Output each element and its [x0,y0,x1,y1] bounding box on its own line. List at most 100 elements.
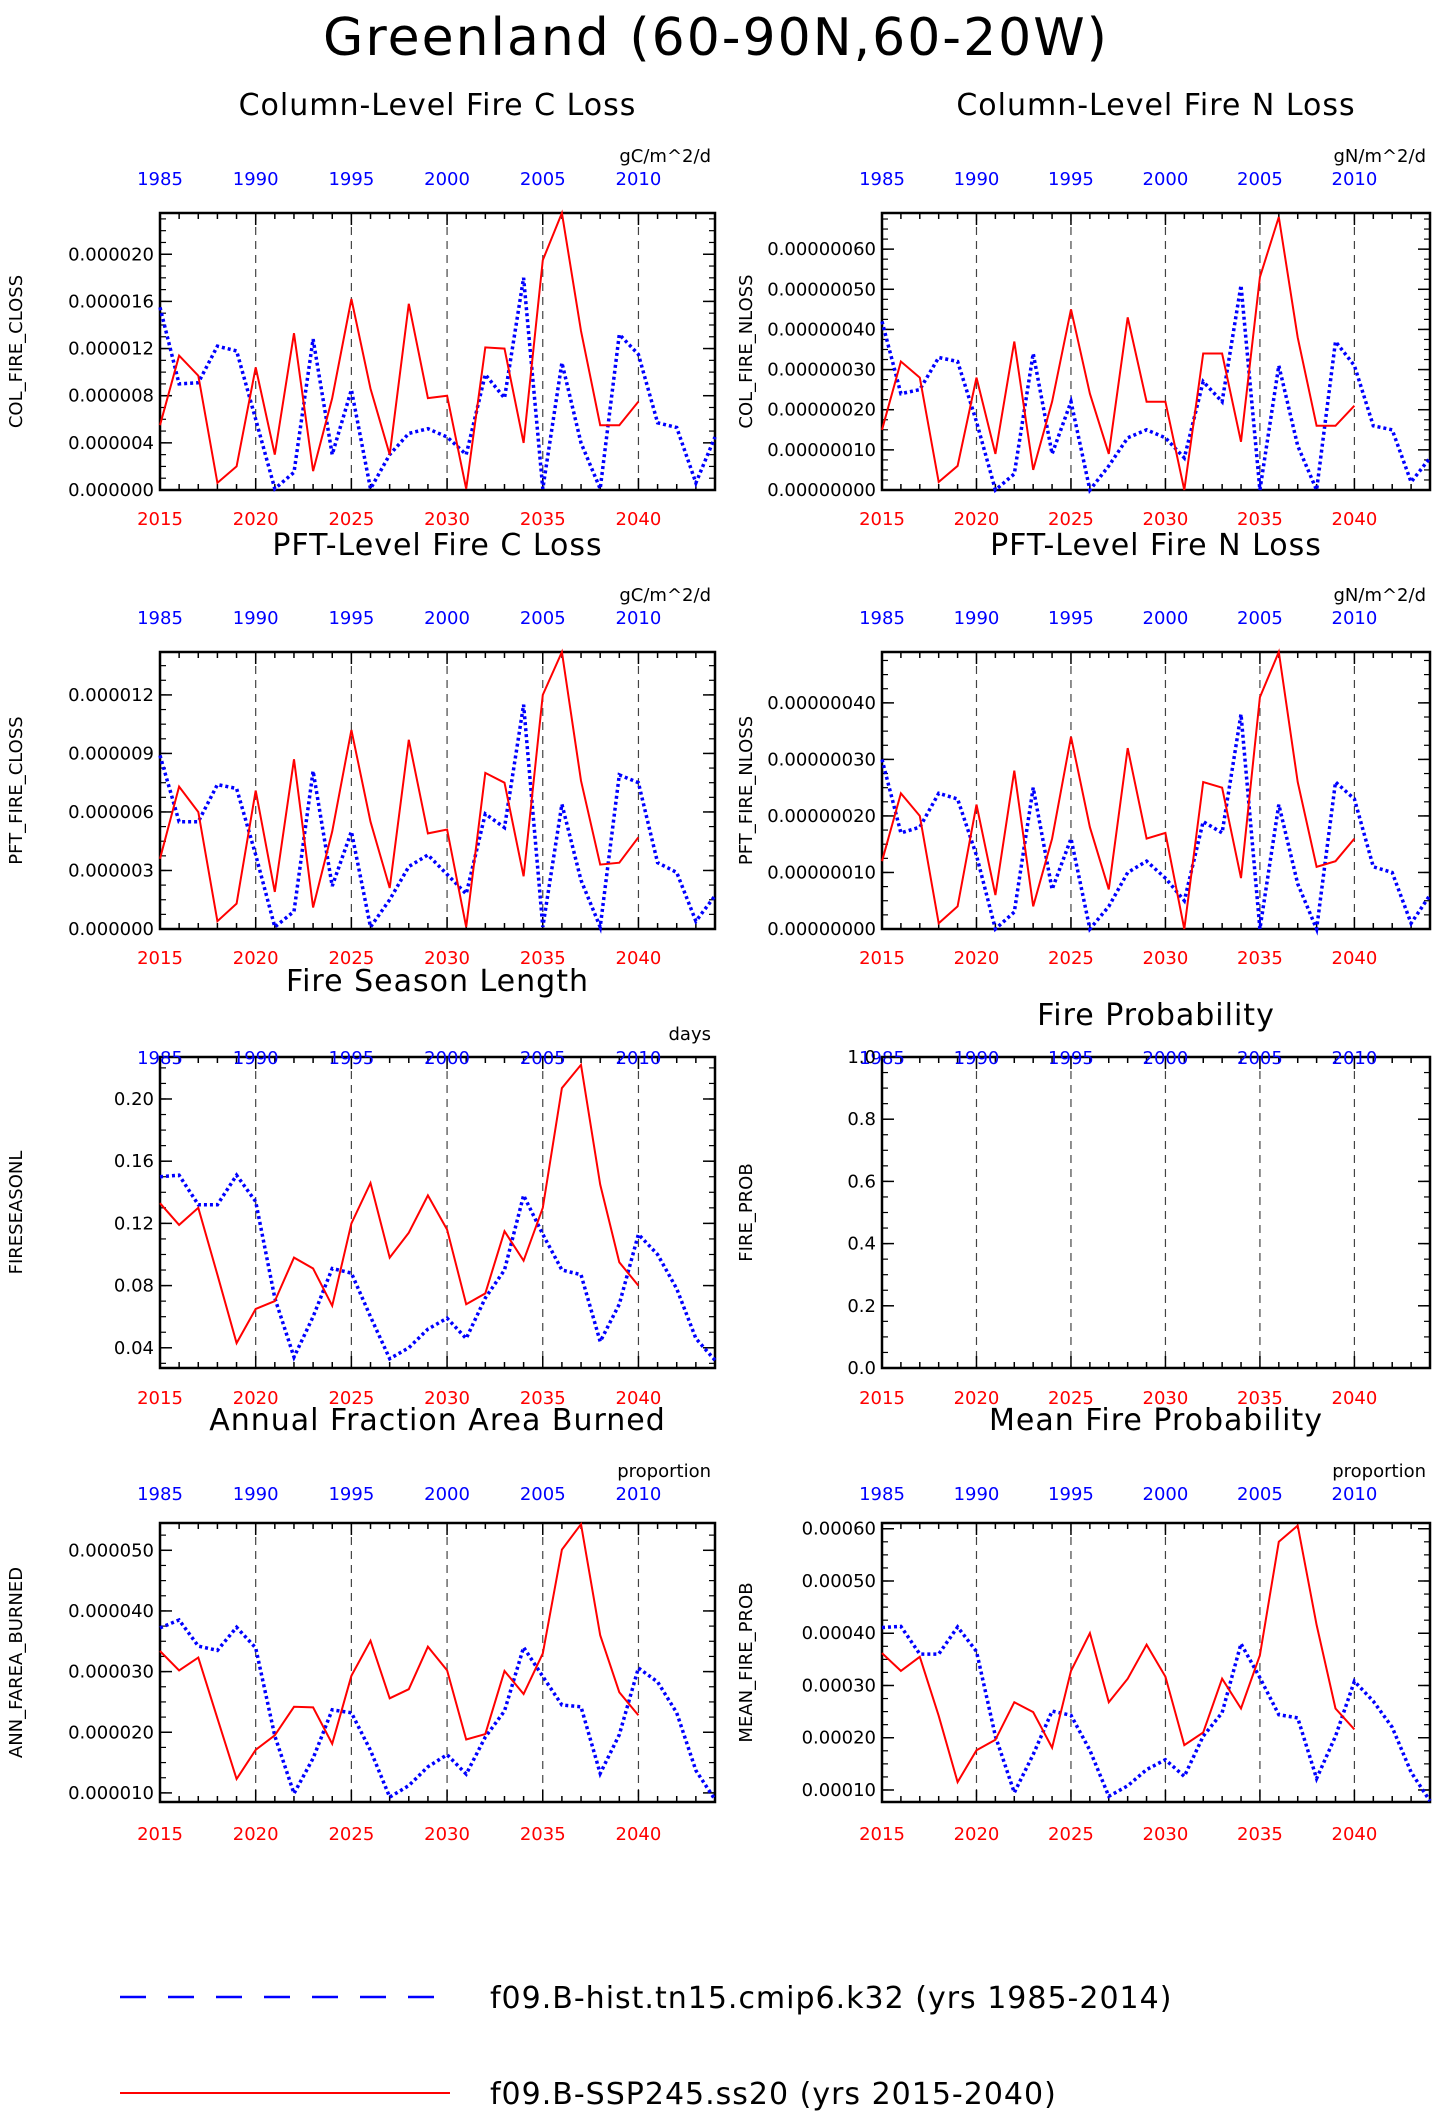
x-tick-label-bottom: 2025 [1048,1388,1094,1409]
y-axis-label: ANN_FAREA_BURNED [6,1567,27,1758]
y-tick-label: 0.000008 [68,386,154,407]
units-label: proportion [1332,1461,1426,1482]
units-label: proportion [617,1461,711,1482]
x-tick-label-top: 2010 [1332,1048,1378,1069]
x-tick-label-bottom: 2035 [1237,509,1283,530]
x-tick-label-top: 2005 [1237,1484,1283,1505]
x-tick-label-top: 2005 [520,169,566,190]
x-tick-label-top: 1995 [1048,169,1094,190]
y-tick-label: 0.00000000 [767,480,876,501]
y-tick-label: 0.00000000 [767,919,876,940]
x-tick-label-bottom: 2025 [1048,948,1094,969]
x-tick-label-bottom: 2035 [520,1388,566,1409]
y-tick-label: 0.12 [114,1213,154,1234]
x-tick-label-bottom: 2030 [1143,1824,1189,1845]
plot-frame [880,1521,1432,1804]
y-tick-label: 0.000016 [68,291,154,312]
x-tick-label-bottom: 2030 [1143,509,1189,530]
y-tick-label: 0.00000020 [767,400,876,421]
x-tick-label-top: 1985 [137,169,183,190]
x-tick-label-top: 2010 [616,608,662,629]
panel-pft_c: PFT-Level Fire C Loss gC/m^2/d 2015 2020 202… [6,528,717,969]
x-tick-label-bottom: 2040 [616,948,662,969]
series-line-ssp [159,209,640,490]
x-tick-label-top: 1990 [233,1484,279,1505]
x-tick-label-top: 1995 [328,1484,374,1505]
series-line-hist [158,704,717,934]
y-tick-label: 0.00000040 [767,319,876,340]
x-tick-label-top: 1985 [859,169,905,190]
plot-frame [880,1055,1432,1370]
plot-frame [880,650,1432,931]
x-tick-label-bottom: 2040 [1332,509,1378,530]
x-tick-label-top: 1990 [954,608,1000,629]
x-tick-label-bottom: 2040 [1332,1824,1378,1845]
x-tick-label-top: 2000 [1143,169,1189,190]
units-label: gC/m^2/d [619,585,711,606]
x-tick-label-top: 1985 [859,608,905,629]
x-tick-label-bottom: 2035 [1237,1824,1283,1845]
x-tick-label-top: 1995 [1048,1048,1094,1069]
y-tick-label: 0.8 [847,1109,876,1130]
x-tick-label-bottom: 2025 [328,1824,374,1845]
x-tick-label-top: 2010 [1332,1484,1378,1505]
x-tick-label-bottom: 2040 [1332,1388,1378,1409]
x-tick-label-top: 1990 [233,169,279,190]
plot-frame [158,211,717,492]
y-tick-label: 0.000000 [68,480,154,501]
y-tick-label: 0.000004 [68,433,154,454]
series-line-ssp [881,216,1356,491]
x-tick-label-top: 2010 [616,1484,662,1505]
y-tick-label: 0.00000020 [767,806,876,827]
series-line-ssp [159,648,640,928]
panel-season: Fire Season Length days 2015 2020 2025 2030 20… [6,964,717,1409]
y-tick-label: 0.00030 [802,1675,876,1696]
figure-title: Greenland (60-90N,60-20W) [323,8,1109,68]
x-tick-label-top: 1990 [954,169,1000,190]
y-tick-label: 0.000009 [68,743,154,764]
x-tick-label-bottom: 2020 [233,509,279,530]
series-line-hist [158,277,717,496]
x-tick-label-bottom: 2015 [137,948,183,969]
x-tick-label-bottom: 2035 [1237,948,1283,969]
x-tick-label-bottom: 2025 [1048,1824,1094,1845]
y-axis-label: PFT_FIRE_CLOSS [6,716,27,864]
x-tick-label-bottom: 2040 [616,1824,662,1845]
y-tick-label: 0.000012 [68,685,154,706]
panel-pft_n: PFT-Level Fire N Loss gN/m^2/d 2015 2020 202… [736,528,1432,969]
x-tick-label-top: 2000 [424,169,470,190]
legend: f09.B-hist.tn15.cmip6.k32 (yrs 1985-2014… [120,1981,1171,2112]
x-tick-label-top: 1995 [1048,1484,1094,1505]
panel-title: PFT-Level Fire N Loss [990,528,1322,563]
y-tick-label: 0.04 [114,1338,154,1359]
x-tick-label-bottom: 2020 [954,1388,1000,1409]
plot-frame [158,1521,717,1804]
series-line-hist [880,713,1432,936]
y-tick-label: 0.000010 [68,1783,154,1804]
y-tick-label: 0.00060 [802,1519,876,1540]
x-tick-label-bottom: 2030 [424,1388,470,1409]
x-tick-label-bottom: 2035 [520,509,566,530]
x-tick-label-bottom: 2020 [233,1388,279,1409]
y-tick-label: 0.000006 [68,802,154,823]
x-tick-label-bottom: 2015 [859,948,905,969]
y-tick-label: 0.000030 [68,1662,154,1683]
plot-frame [158,650,717,931]
panel-title: Annual Fraction Area Burned [209,1403,666,1438]
series-line-ssp [881,648,1356,930]
x-tick-label-bottom: 2030 [424,1824,470,1845]
x-tick-label-bottom: 2025 [328,948,374,969]
y-tick-label: 0.00000040 [767,693,876,714]
x-tick-label-top: 2005 [520,1484,566,1505]
x-tick-label-top: 2000 [424,1048,470,1069]
x-tick-label-top: 2010 [1332,608,1378,629]
x-tick-label-top: 2000 [1143,1484,1189,1505]
x-tick-label-bottom: 2035 [520,1824,566,1845]
x-tick-label-top: 1995 [328,1048,374,1069]
x-tick-label-bottom: 2015 [137,1388,183,1409]
y-axis-label: COL_FIRE_NLOSS [736,274,757,428]
plot-frame [158,1055,717,1370]
x-tick-label-bottom: 2025 [328,509,374,530]
x-tick-label-top: 1990 [233,1048,279,1069]
panel-title: Column-Level Fire C Loss [239,88,637,123]
